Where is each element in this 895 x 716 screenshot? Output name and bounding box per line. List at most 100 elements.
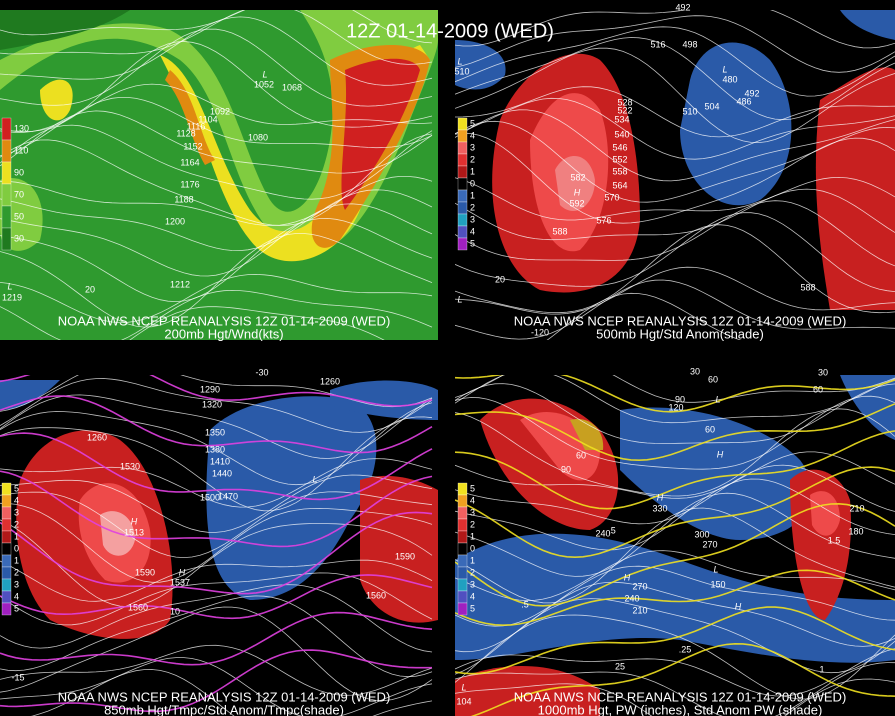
legend-swatch — [457, 129, 468, 143]
contour-label: 104 — [456, 696, 471, 706]
contours — [455, 10, 895, 340]
contour-label: 1320 — [202, 399, 222, 409]
legend-swatch — [457, 141, 468, 155]
contour-label: 270 — [632, 581, 647, 591]
contour-line — [0, 491, 433, 559]
contour-line — [546, 292, 742, 340]
contour-label: 90 — [675, 394, 685, 404]
contour-line — [0, 644, 433, 696]
contour-line — [0, 203, 433, 277]
contour-line — [455, 395, 895, 470]
contour-line — [455, 569, 895, 627]
caption-line2: 1000mb Hgt, PW (inches), Std Anom PW (sh… — [538, 702, 823, 716]
legend-swatch — [1, 117, 12, 141]
contour-line — [0, 649, 432, 713]
contour-line — [0, 458, 433, 508]
contour-label: 1260 — [320, 376, 340, 386]
contour-line — [455, 212, 895, 292]
contour-label: 1590 — [395, 551, 415, 561]
legend-swatch — [457, 189, 468, 203]
contour-label: H — [179, 567, 186, 577]
legend-label: 4 — [470, 226, 475, 236]
contour-line — [455, 10, 895, 49]
contour-label: 1128 — [176, 128, 195, 138]
contour-line — [0, 289, 433, 340]
title: 12Z 01-14-2009 (WED) — [346, 20, 554, 42]
contour-label: 522 — [617, 105, 632, 115]
legend-swatch — [1, 205, 12, 229]
panel-500mb — [455, 10, 895, 340]
contour-label: L — [457, 294, 462, 304]
contour-label: .5 — [608, 525, 616, 535]
legend-swatch — [1, 554, 12, 568]
contour-label: L — [262, 69, 267, 79]
contour-line — [455, 86, 895, 138]
contour-label: 60 — [708, 374, 718, 384]
legend-swatch — [1, 183, 12, 207]
contour-line — [0, 110, 433, 174]
contours — [0, 375, 433, 716]
contour-line — [455, 120, 895, 203]
contour-line — [0, 189, 433, 252]
contour-label: 20 — [85, 284, 95, 294]
contour-line — [455, 279, 895, 340]
contour-label: 1500 — [200, 492, 220, 502]
contour-label: 1590 — [135, 567, 155, 577]
contour-label: 552 — [612, 154, 627, 164]
contour-label: 480 — [722, 74, 737, 84]
contour-label: 528 — [617, 97, 632, 107]
contour-line — [0, 474, 433, 533]
contour-label: H — [131, 516, 138, 526]
caption-line2: 500mb Hgt/Std Anom(shade) — [596, 326, 764, 341]
contour-line — [0, 273, 433, 324]
caption-line1: NOAA NWS NCEP REANALYSIS 12Z 01-14-2009 … — [58, 313, 391, 328]
legend-swatch — [1, 566, 12, 580]
contour-label: 1513 — [124, 527, 144, 537]
caption-line2: 850mb Hgt/Tmpc/Std Anom/Tmpc(shade) — [104, 702, 344, 716]
legend-label: 5 — [470, 238, 475, 248]
contour-line — [0, 83, 433, 133]
contour-label: 504 — [704, 101, 719, 111]
legend-label: 1 — [470, 531, 475, 541]
contour-line — [455, 15, 895, 73]
contour-label: 1052 — [254, 79, 274, 89]
legend-swatch — [457, 518, 468, 532]
legend-swatch — [457, 530, 468, 544]
contour-label: L — [722, 64, 727, 74]
contour-label: -30 — [255, 367, 268, 377]
contour-label: H — [624, 572, 631, 582]
legend-swatch — [457, 590, 468, 604]
contour-label: 60 — [813, 384, 823, 394]
contour-label: 300 — [694, 529, 709, 539]
legend-label: 1 — [14, 531, 19, 541]
contour-label: 498 — [682, 39, 697, 49]
contour-line — [455, 188, 895, 241]
contour-label: 60 — [576, 450, 586, 460]
contour-label: 1260 — [87, 432, 107, 442]
contour-label: 1 — [819, 664, 824, 674]
contour-label: .5 — [521, 599, 529, 609]
contour-line — [0, 611, 433, 666]
contour-label: 510 — [454, 66, 469, 76]
legend-label: 4 — [470, 591, 475, 601]
contour-line — [455, 97, 895, 160]
contour-label: 120 — [668, 402, 683, 412]
contour-line — [455, 224, 895, 314]
contour-line — [455, 507, 895, 604]
contour-label: 240 — [595, 528, 610, 538]
contour-label: 1350 — [205, 427, 225, 437]
legend-swatch — [457, 237, 468, 251]
legend-swatch — [1, 590, 12, 604]
contour-label: 564 — [612, 180, 627, 190]
contour-label: 30 — [818, 367, 828, 377]
contour-label: 240 — [624, 593, 639, 603]
contour-line — [0, 574, 433, 620]
contour-label: L — [312, 474, 317, 484]
legend-swatch — [457, 153, 468, 167]
contour-line — [455, 47, 895, 144]
contour-label: 150 — [710, 579, 725, 589]
contour-label: 570 — [604, 192, 619, 202]
contour-line — [0, 519, 433, 608]
contour-label: 492 — [675, 2, 690, 12]
contour-label: L — [713, 564, 718, 574]
